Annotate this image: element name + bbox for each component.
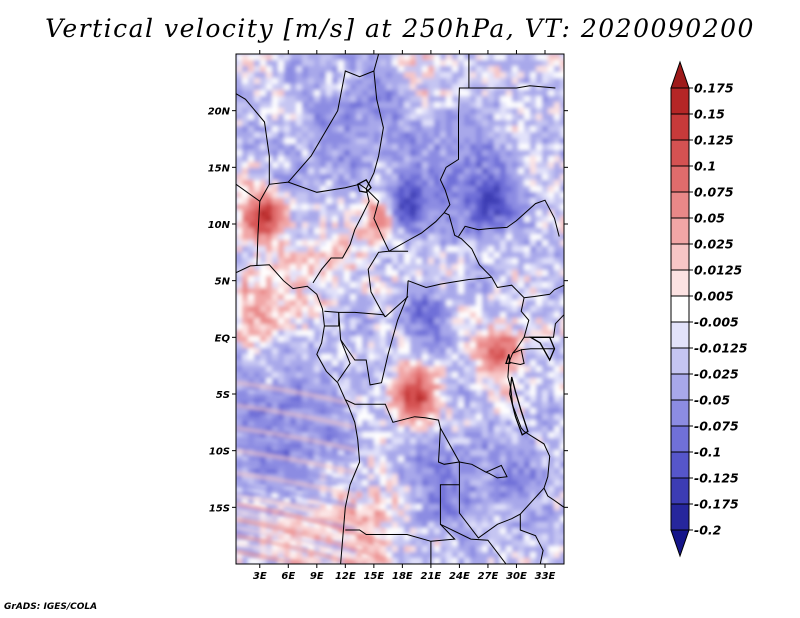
y-tick-label: 10S [209, 447, 230, 458]
colorbar-label: -0.175 [694, 497, 739, 512]
colorbar-label: 0.15 [694, 107, 725, 122]
x-tick-label: 18E [392, 571, 413, 582]
colorbar-bin [670, 477, 690, 505]
border-line [256, 201, 261, 266]
colorbar-bin [670, 243, 690, 271]
colorbar-bin [670, 451, 690, 479]
x-tick-label: 6E [281, 571, 295, 582]
colorbar-label: -0.075 [694, 419, 739, 434]
x-tick-label: 12E [335, 571, 356, 582]
x-tick-label: 27E [478, 571, 499, 582]
border-line [491, 277, 564, 299]
x-tick-label: 21E [421, 571, 442, 582]
colorbar-bin [670, 113, 690, 141]
colorbar-label: -0.05 [694, 393, 730, 408]
y-tick-label: 15N [208, 163, 231, 174]
border-line [507, 297, 551, 489]
colorbar-bin [670, 347, 690, 375]
colorbar-bin [670, 87, 690, 115]
border-line [324, 310, 386, 318]
colorbar-bin [670, 139, 690, 167]
border-line [388, 54, 470, 252]
colorbar-label: 0.075 [694, 185, 734, 200]
colorbar-label: 0.175 [694, 81, 734, 96]
colorbar-bin [670, 295, 690, 323]
lake-outline [505, 354, 511, 365]
border-line [384, 296, 409, 318]
colorbar-bin [670, 269, 690, 297]
map-frame [235, 53, 565, 565]
border-line [236, 93, 270, 185]
colorbar-label: 0.1 [694, 159, 716, 174]
y-tick-label: 5S [216, 390, 230, 401]
country-borders [236, 54, 564, 564]
colorbar-label: -0.005 [694, 315, 739, 330]
x-tick-label: 24E [449, 571, 470, 582]
x-tick-label: 3E [253, 571, 267, 582]
border-line [458, 199, 560, 237]
border-line [543, 487, 564, 508]
colorbar-bin [670, 425, 690, 453]
colorbar-label: -0.0125 [694, 341, 748, 356]
colorbar-bin [670, 503, 690, 531]
x-tick-label: 33E [535, 571, 556, 582]
colorbar-label: 0.05 [694, 211, 725, 226]
y-tick-label: 15S [209, 503, 230, 514]
border-line [519, 514, 544, 564]
border-line [287, 70, 375, 183]
colorbar-label: 0.025 [694, 237, 734, 252]
border-line [312, 188, 370, 284]
y-tick-label: 10N [208, 220, 231, 231]
colorbar-bin [670, 191, 690, 219]
grads-credit: GrADS: IGES/COLA [4, 602, 98, 612]
border-line [340, 280, 409, 386]
colorbar-bin [670, 373, 690, 401]
colorbar-top-arrow [670, 60, 690, 89]
border-line [443, 212, 493, 278]
colorbar-label: -0.2 [694, 523, 721, 538]
chart-title: Vertical velocity [m/s] at 250hPa, VT: 2… [45, 14, 755, 43]
x-tick-label: 15E [363, 571, 384, 582]
map-axes: 3E 6E 9E 12E 15E 18E 21E 24E 27E 30E 33E 20N 15N 10N 5… [208, 50, 568, 582]
x-tick-label: 30E [506, 571, 527, 582]
border-line [337, 312, 351, 382]
x-tick-label: 9E [310, 571, 324, 582]
colorbar-bottom-arrow [670, 529, 690, 558]
colorbar-label: -0.1 [694, 445, 721, 460]
colorbar-bin [670, 165, 690, 193]
lake-outline [356, 178, 372, 193]
lake-outline [509, 376, 529, 436]
border-line [407, 276, 492, 289]
border-line [345, 399, 460, 542]
colorbar-bin [670, 399, 690, 427]
colorbar: 0.175 0.15 0.125 0.1 0.075 0.05 0.025 0.0125 0.0… [670, 60, 748, 558]
colorbar-label: -0.125 [694, 471, 739, 486]
colorbar-bin [670, 321, 690, 349]
colorbar-label: 0.005 [694, 289, 734, 304]
lake-outline [528, 336, 556, 362]
border-line [365, 188, 390, 318]
border-line [440, 523, 507, 564]
border-line [439, 427, 508, 479]
border-line [236, 264, 361, 564]
vertical-velocity-map [236, 54, 564, 564]
colorbar-bin [670, 217, 690, 245]
y-tick-label: 5N [215, 277, 231, 288]
colorbar-label: 0.125 [694, 133, 734, 148]
border-line [521, 348, 554, 351]
y-tick-label: 20N [208, 107, 231, 118]
colorbar-label: 0.0125 [694, 263, 743, 278]
border-line [508, 349, 525, 366]
colorbar-label: -0.025 [694, 367, 739, 382]
border-line [468, 85, 556, 89]
y-tick-label: EQ [215, 333, 231, 344]
